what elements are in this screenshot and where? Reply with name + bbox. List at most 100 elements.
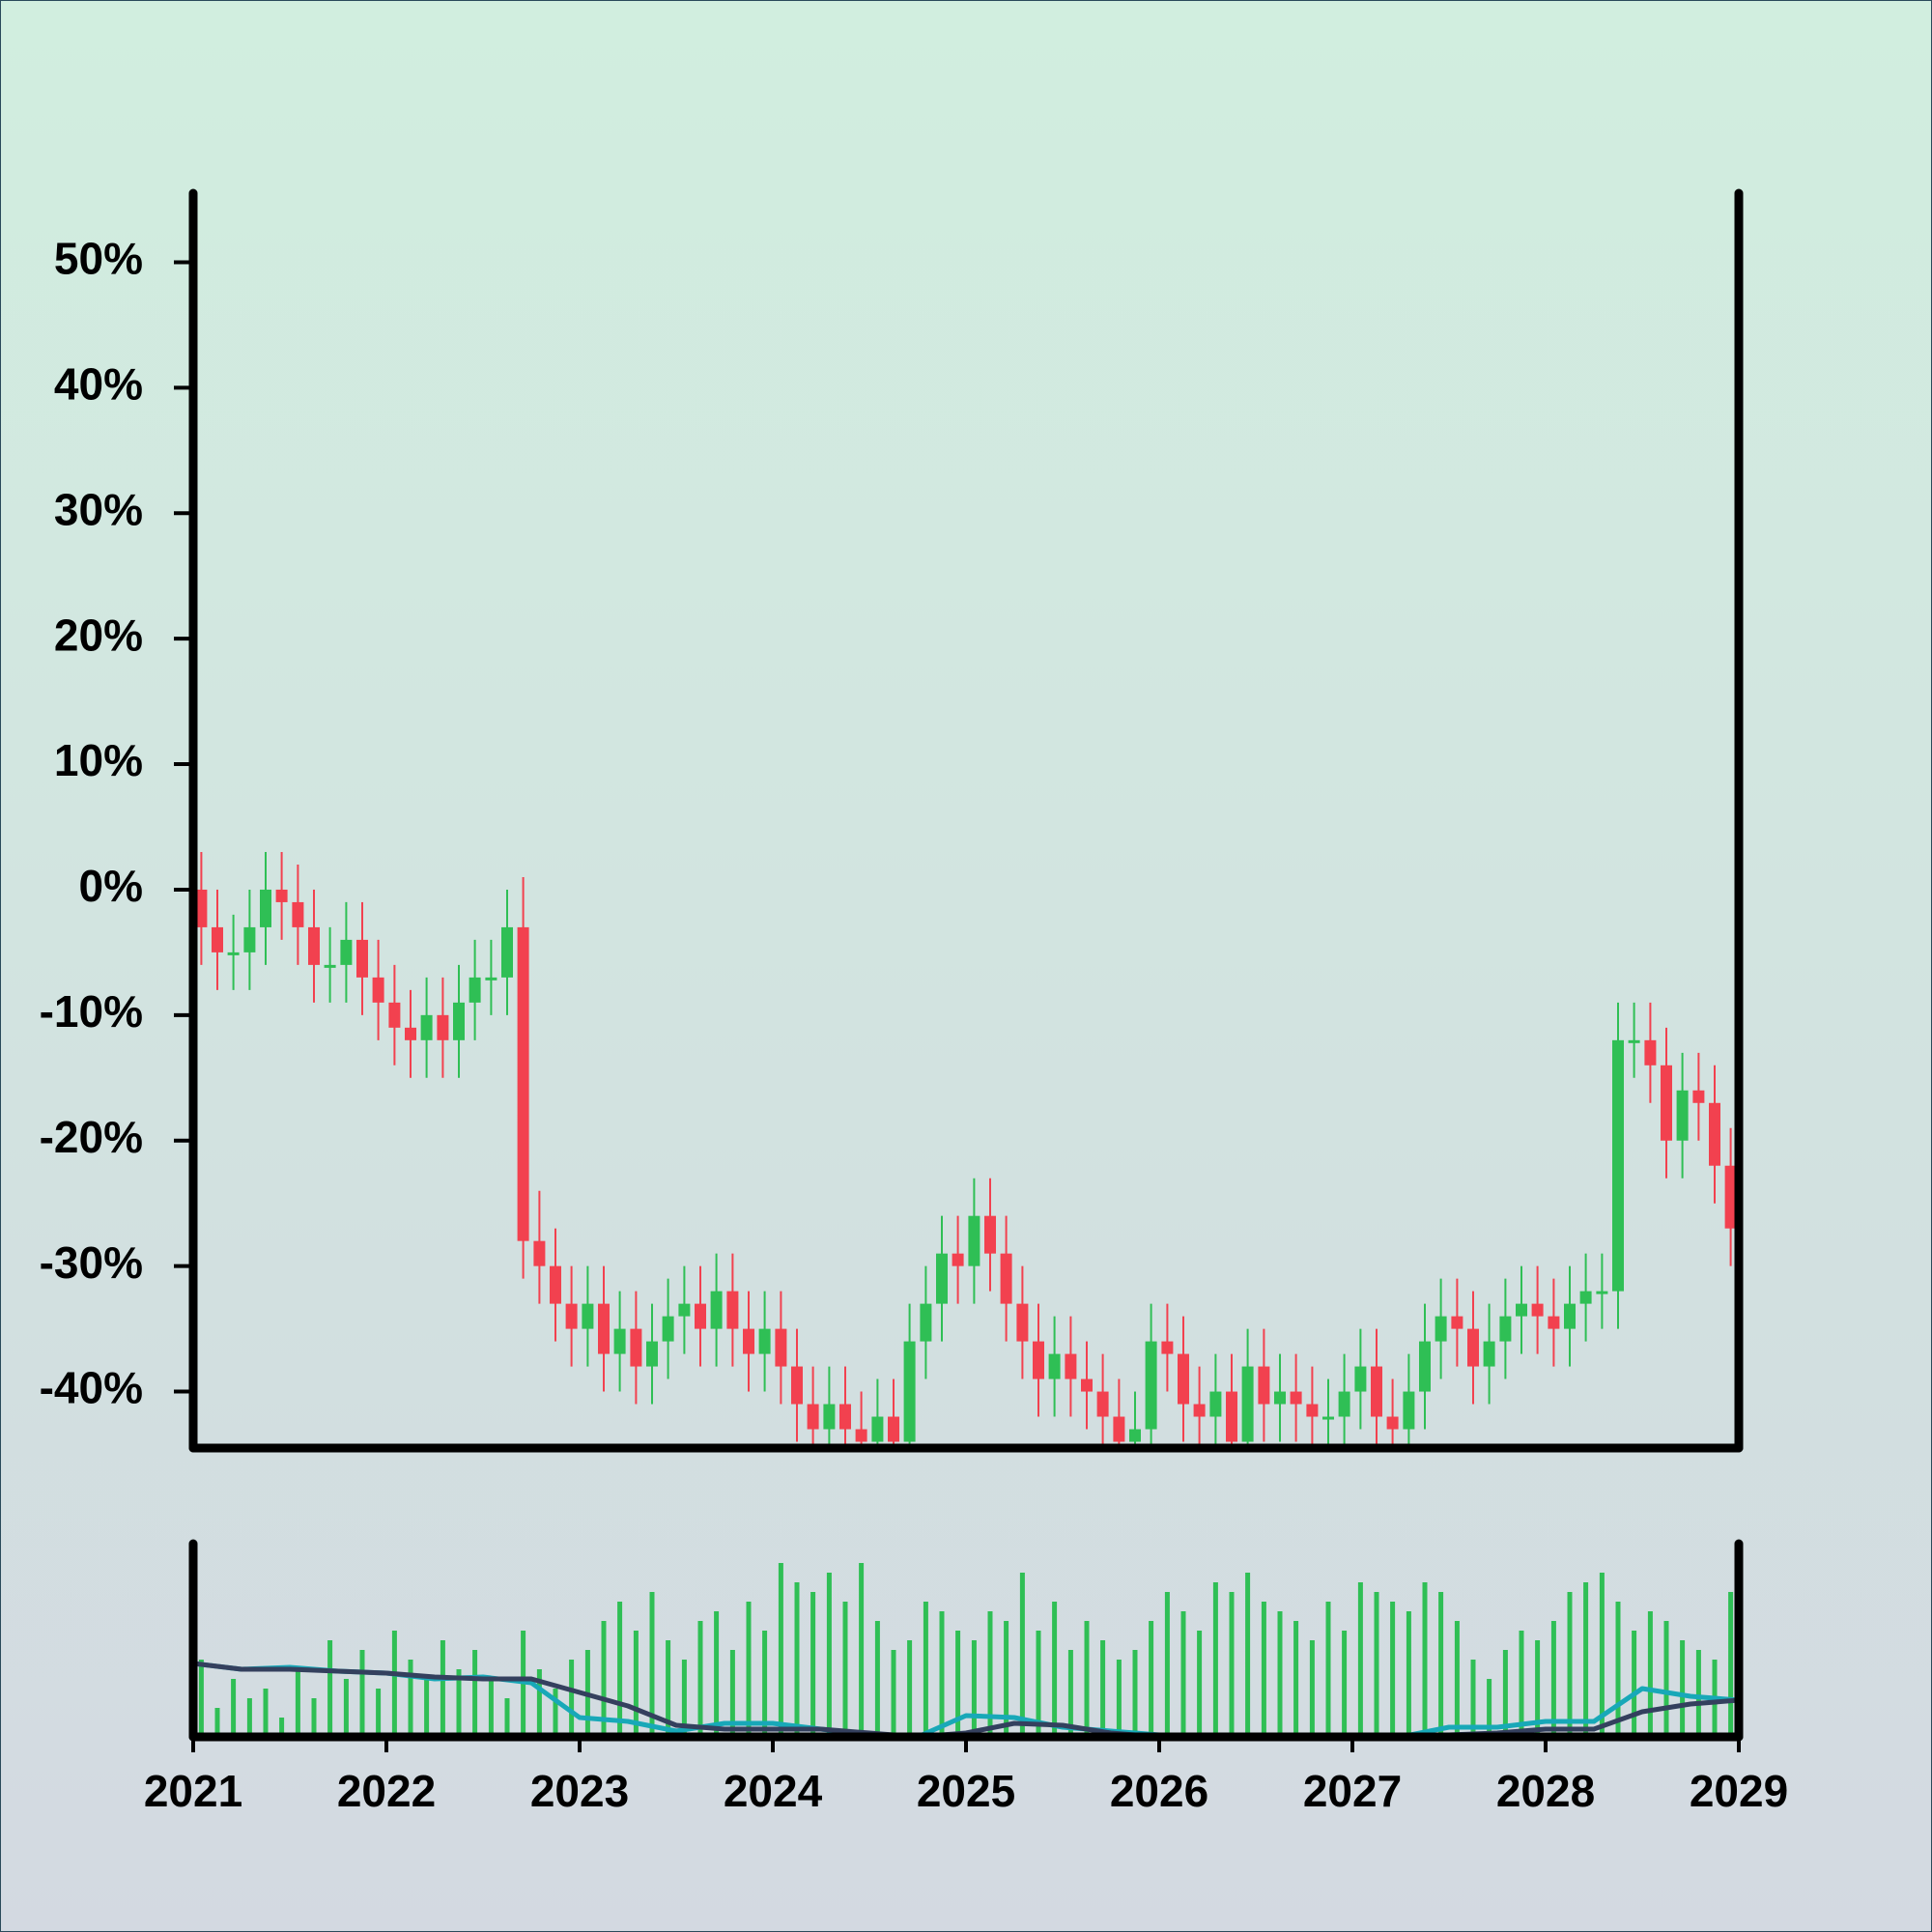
candle-body: [598, 1303, 610, 1354]
volume-bar: [1680, 1640, 1686, 1737]
candle-body: [260, 889, 271, 927]
volume-bar: [697, 1621, 703, 1737]
y-tick-label: -40%: [40, 1363, 143, 1413]
x-tick-label: 2022: [337, 1766, 436, 1816]
candle-body: [1451, 1316, 1463, 1329]
candle-body: [582, 1303, 594, 1329]
candle-body: [1483, 1341, 1495, 1367]
candle-body: [485, 977, 497, 980]
candle-body: [308, 926, 320, 965]
candle-body: [1676, 1090, 1689, 1141]
volume-bar: [536, 1669, 542, 1737]
volume-bar: [794, 1582, 800, 1737]
volume-bar: [231, 1679, 237, 1737]
candle-body: [1000, 1253, 1012, 1304]
volume-bar: [1615, 1602, 1621, 1737]
volume-bar: [1245, 1573, 1251, 1737]
volume-bar: [1261, 1602, 1266, 1737]
volume-bar: [826, 1573, 832, 1737]
volume-bar: [681, 1660, 687, 1737]
candle-body: [275, 889, 288, 902]
volume-bar: [1647, 1611, 1653, 1737]
candle-body: [1467, 1328, 1479, 1367]
volume-bar: [1052, 1602, 1058, 1737]
volume-bar: [1084, 1621, 1090, 1737]
candle-body: [292, 901, 304, 927]
candle-body: [324, 964, 336, 968]
candle-body: [726, 1291, 739, 1329]
candle-body: [1290, 1391, 1302, 1405]
candle-body: [1338, 1391, 1350, 1417]
volume-bar: [1470, 1660, 1476, 1737]
candle-body: [405, 1027, 416, 1040]
candle-body: [1403, 1391, 1415, 1430]
y-tick-label: 20%: [54, 610, 143, 660]
volume-bar: [1422, 1582, 1428, 1737]
candle-body: [1129, 1429, 1141, 1442]
candle-body: [453, 1002, 465, 1040]
volume-bar: [553, 1689, 558, 1737]
candle-body: [1628, 1039, 1640, 1043]
candle-body: [758, 1328, 771, 1354]
volume-bar: [440, 1640, 445, 1737]
candle-body: [695, 1303, 706, 1329]
candle-body: [823, 1404, 836, 1430]
volume-bar: [424, 1679, 430, 1737]
candle-body: [1371, 1366, 1382, 1417]
x-tick-label: 2026: [1110, 1766, 1208, 1816]
x-tick-label: 2021: [144, 1766, 242, 1816]
volume-bar: [569, 1660, 575, 1737]
candle-body: [791, 1366, 803, 1405]
candle-body: [1096, 1391, 1109, 1417]
candle-body: [920, 1303, 932, 1342]
candle-body: [710, 1291, 723, 1329]
volume-bar: [1212, 1582, 1218, 1737]
candle-body: [372, 977, 384, 1003]
volume-bar: [1342, 1631, 1348, 1737]
candle-body: [550, 1265, 561, 1304]
volume-bar: [488, 1679, 494, 1737]
candle-body: [968, 1215, 980, 1266]
volume-bar: [295, 1669, 300, 1737]
axes: -40% -30% -20% -10% 0% 10% 20% 30% 40% 50% 2021 202…: [40, 188, 1788, 1816]
y-tick-label: 0%: [79, 861, 143, 911]
candle-body: [1033, 1341, 1044, 1379]
candle-body: [533, 1240, 546, 1266]
candle-body: [1499, 1316, 1512, 1342]
volume-bar: [408, 1660, 413, 1737]
candle-body: [839, 1404, 851, 1430]
candle-body: [1209, 1391, 1222, 1417]
candle-body: [1193, 1404, 1206, 1417]
volume-bar: [1164, 1592, 1170, 1737]
candle-body: [1596, 1291, 1608, 1294]
candle-body: [565, 1303, 578, 1329]
candle-body: [1065, 1353, 1077, 1379]
volume-bar: [343, 1679, 349, 1737]
candle-body: [871, 1416, 884, 1442]
y-tick-label: -20%: [40, 1112, 143, 1162]
volume-bar: [649, 1592, 655, 1737]
candle-body: [1531, 1303, 1544, 1317]
volume-bar: [198, 1660, 204, 1737]
candle-body: [903, 1341, 916, 1442]
volume-bar: [472, 1650, 478, 1737]
volume-bar: [923, 1602, 928, 1737]
volume-bar: [1116, 1660, 1122, 1737]
candle-body: [630, 1328, 642, 1367]
y-tick-label: 30%: [54, 484, 143, 534]
candle-body: [469, 977, 481, 1003]
volume-bar: [1132, 1650, 1138, 1737]
candle-body: [1226, 1391, 1237, 1442]
candle-body: [1612, 1039, 1624, 1292]
volume-bar: [1004, 1621, 1009, 1737]
candle-body: [501, 926, 513, 978]
volume-bar: [1502, 1650, 1508, 1737]
volume-bar: [1695, 1650, 1701, 1737]
candle-body: [1516, 1303, 1527, 1317]
volume-bar: [1229, 1592, 1235, 1737]
y-tick-label: -30%: [40, 1237, 143, 1288]
volume-bar: [666, 1640, 671, 1737]
volume-bar: [359, 1650, 365, 1737]
candle-body: [1354, 1366, 1367, 1392]
